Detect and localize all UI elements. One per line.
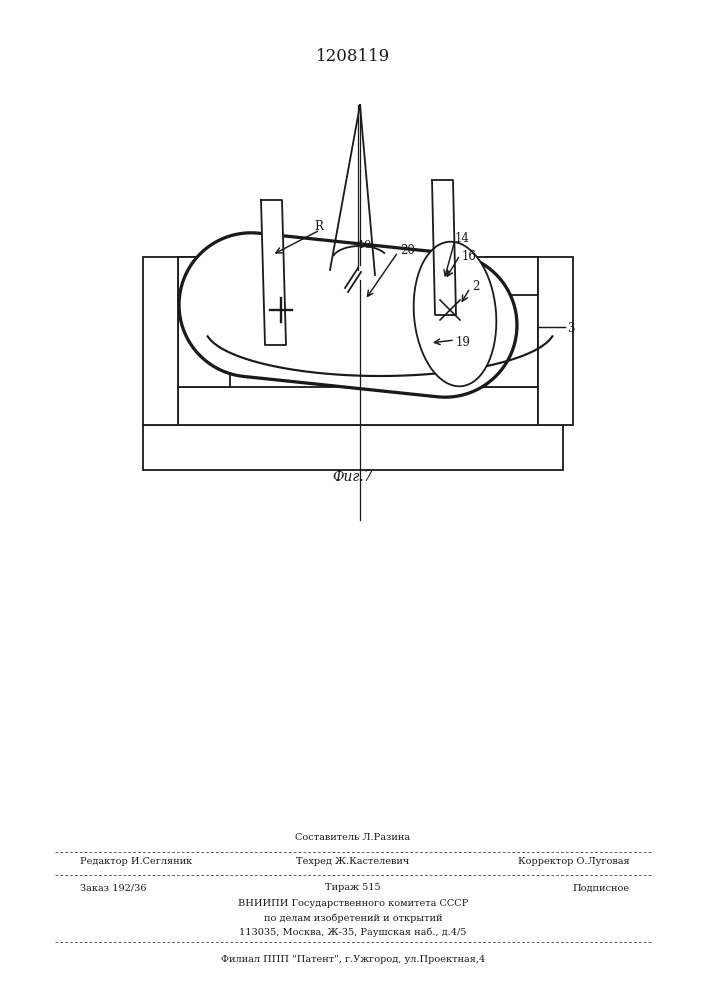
Polygon shape [179, 233, 517, 397]
Text: Составитель Л.Разина: Составитель Л.Разина [296, 834, 411, 842]
Text: R: R [315, 221, 323, 233]
Text: Корректор О.Луговая: Корректор О.Луговая [518, 857, 630, 866]
Text: Техред Ж.Кастелевич: Техред Ж.Кастелевич [296, 857, 409, 866]
Text: 3: 3 [567, 322, 575, 336]
Polygon shape [261, 200, 286, 345]
Text: 113035, Москва, Ж-35, Раушская наб., д.4/5: 113035, Москва, Ж-35, Раушская наб., д.4… [239, 927, 467, 937]
Text: по делам изобретений и открытий: по делам изобретений и открытий [264, 913, 443, 923]
Text: Заказ 192/36: Заказ 192/36 [80, 884, 146, 892]
Text: Филиал ППП "Патент", г.Ужгород, ул.Проектная,4: Филиал ППП "Патент", г.Ужгород, ул.Проек… [221, 956, 485, 964]
Bar [143, 425, 563, 470]
Text: 19: 19 [456, 336, 471, 349]
Ellipse shape [414, 242, 496, 386]
Text: Тираж 515: Тираж 515 [325, 884, 381, 892]
Text: 20: 20 [400, 243, 415, 256]
Bar [178, 387, 538, 425]
Bar [538, 257, 573, 425]
Text: 14: 14 [455, 232, 470, 244]
Polygon shape [432, 180, 456, 315]
Text: Подписное: Подписное [573, 884, 630, 892]
Text: 1208119: 1208119 [316, 48, 390, 65]
Text: 2: 2 [472, 279, 479, 292]
Text: Фиг.7: Фиг.7 [333, 470, 373, 484]
Text: ВНИИПИ Государственного комитета СССР: ВНИИПИ Государственного комитета СССР [238, 900, 468, 908]
Text: 10: 10 [358, 240, 373, 250]
Text: Редактор И.Сегляник: Редактор И.Сегляник [80, 857, 192, 866]
Bar [486, 257, 538, 387]
Bar [143, 257, 178, 425]
Bar [178, 257, 538, 295]
Bar [178, 257, 230, 387]
Text: 16: 16 [462, 250, 477, 263]
